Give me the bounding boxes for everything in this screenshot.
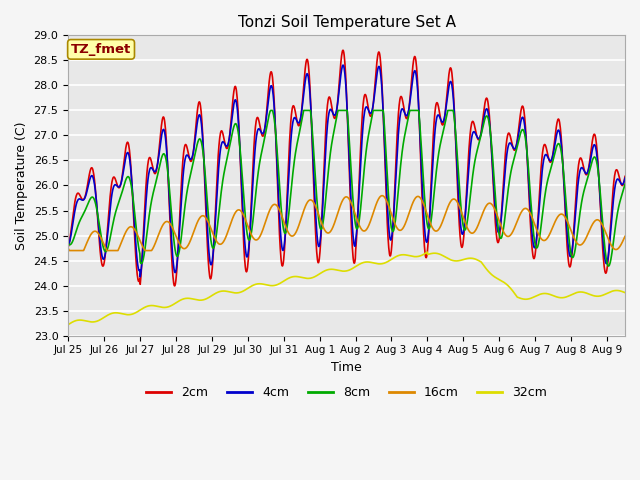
32cm — [312, 273, 320, 279]
16cm — [131, 226, 138, 232]
16cm — [66, 248, 74, 253]
32cm — [621, 290, 629, 296]
2cm — [312, 243, 320, 249]
32cm — [108, 311, 115, 316]
8cm — [64, 240, 72, 246]
Line: 2cm: 2cm — [68, 50, 625, 286]
4cm — [130, 212, 138, 217]
16cm — [108, 248, 115, 253]
16cm — [382, 196, 390, 202]
8cm — [108, 229, 115, 235]
Line: 8cm: 8cm — [68, 110, 625, 266]
4cm — [301, 82, 308, 87]
8cm — [621, 181, 629, 187]
32cm — [64, 322, 72, 327]
32cm — [301, 275, 308, 281]
Y-axis label: Soil Temperature (C): Soil Temperature (C) — [15, 121, 28, 250]
4cm — [323, 137, 330, 143]
Legend: 2cm, 4cm, 8cm, 16cm, 32cm: 2cm, 4cm, 8cm, 16cm, 32cm — [141, 382, 552, 405]
2cm — [108, 183, 115, 189]
2cm — [64, 244, 72, 250]
8cm — [267, 108, 275, 113]
4cm — [136, 274, 144, 280]
2cm — [130, 220, 138, 226]
4cm — [339, 62, 347, 68]
32cm — [381, 260, 389, 266]
16cm — [621, 233, 629, 239]
4cm — [382, 168, 390, 174]
4cm — [64, 242, 72, 248]
X-axis label: Time: Time — [332, 361, 362, 374]
16cm — [378, 193, 386, 199]
32cm — [424, 249, 431, 255]
4cm — [621, 175, 629, 181]
8cm — [605, 263, 612, 269]
Line: 32cm: 32cm — [68, 252, 625, 324]
2cm — [323, 116, 330, 122]
16cm — [323, 229, 330, 235]
32cm — [130, 311, 138, 316]
8cm — [312, 189, 320, 194]
Line: 4cm: 4cm — [68, 65, 625, 277]
8cm — [301, 108, 308, 113]
8cm — [381, 140, 389, 145]
Text: TZ_fmet: TZ_fmet — [71, 43, 131, 56]
32cm — [322, 267, 330, 273]
8cm — [130, 203, 138, 209]
2cm — [301, 70, 308, 76]
2cm — [621, 174, 629, 180]
2cm — [339, 48, 347, 53]
4cm — [108, 196, 115, 202]
16cm — [64, 245, 72, 251]
Title: Tonzi Soil Temperature Set A: Tonzi Soil Temperature Set A — [237, 15, 456, 30]
2cm — [382, 182, 390, 188]
16cm — [312, 205, 320, 211]
8cm — [323, 190, 330, 195]
4cm — [312, 223, 320, 228]
2cm — [171, 283, 179, 289]
Line: 16cm: 16cm — [68, 196, 625, 251]
16cm — [301, 205, 308, 211]
